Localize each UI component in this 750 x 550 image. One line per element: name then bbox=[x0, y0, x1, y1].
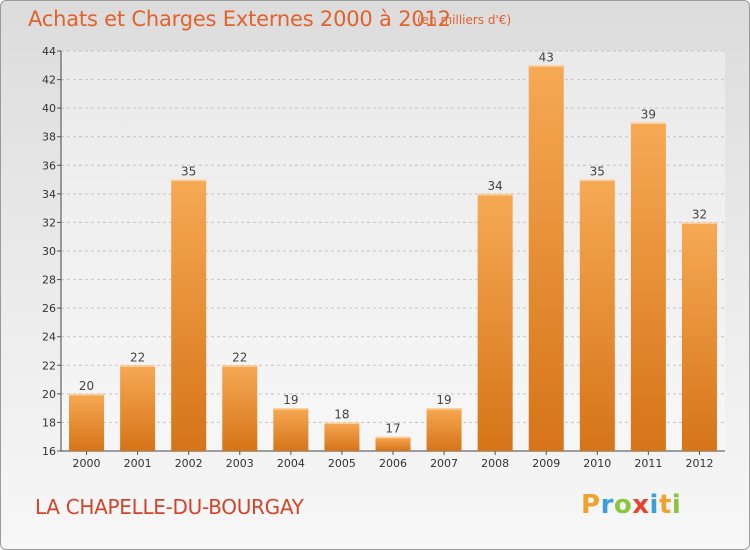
y-tick-label: 42 bbox=[42, 74, 56, 87]
data-label: 35 bbox=[590, 165, 605, 179]
x-tick-label: 2002 bbox=[175, 457, 203, 470]
bar-highlight bbox=[69, 393, 105, 396]
chart-subtitle: (en milliers d'€) bbox=[417, 13, 512, 27]
x-tick-label: 2010 bbox=[583, 457, 611, 470]
data-label: 20 bbox=[79, 379, 94, 393]
bar-highlight bbox=[477, 193, 513, 196]
x-tick-label: 2006 bbox=[379, 457, 407, 470]
x-tick-label: 2004 bbox=[277, 457, 305, 470]
x-tick-label: 2000 bbox=[73, 457, 101, 470]
x-tick-label: 2001 bbox=[124, 457, 152, 470]
bar bbox=[528, 65, 564, 452]
data-label: 17 bbox=[385, 422, 400, 436]
proxiti-logo: Proxiti bbox=[581, 490, 682, 520]
data-label: 18 bbox=[334, 407, 349, 421]
y-tick-label: 40 bbox=[42, 102, 56, 115]
y-tick-label: 28 bbox=[42, 274, 56, 287]
y-tick-label: 22 bbox=[42, 359, 56, 372]
commune-name: LA CHAPELLE-DU-BOURGAY bbox=[35, 495, 304, 519]
data-label: 22 bbox=[232, 350, 247, 364]
bar-highlight bbox=[375, 436, 411, 439]
bar bbox=[426, 408, 462, 451]
bar bbox=[171, 179, 207, 452]
x-tick-label: 2009 bbox=[532, 457, 560, 470]
bar bbox=[120, 365, 156, 451]
y-tick-label: 24 bbox=[42, 331, 56, 344]
bar-highlight bbox=[171, 179, 207, 182]
bar bbox=[579, 179, 615, 452]
bar bbox=[273, 408, 309, 451]
y-tick-label: 38 bbox=[42, 131, 56, 144]
x-tick-label: 2007 bbox=[430, 457, 458, 470]
chart-title: Achats et Charges Externes 2000 à 2012 bbox=[28, 7, 451, 31]
y-tick-label: 18 bbox=[42, 416, 56, 429]
bar-highlight bbox=[681, 222, 717, 224]
bar-highlight bbox=[324, 422, 360, 424]
bar-highlight bbox=[528, 65, 564, 67]
data-label: 19 bbox=[436, 393, 451, 407]
bar-highlight bbox=[630, 122, 666, 124]
y-tick-label: 34 bbox=[42, 188, 56, 201]
bar-highlight bbox=[222, 365, 258, 367]
x-tick-label: 2005 bbox=[328, 457, 356, 470]
x-tick-label: 2008 bbox=[481, 457, 509, 470]
y-tick-label: 32 bbox=[42, 216, 56, 229]
data-label: 43 bbox=[539, 50, 554, 64]
bar bbox=[375, 436, 411, 451]
data-label: 19 bbox=[283, 393, 298, 407]
x-tick-label: 2003 bbox=[226, 457, 254, 470]
y-tick-label: 26 bbox=[42, 302, 56, 315]
y-tick-label: 16 bbox=[42, 445, 56, 458]
data-label: 35 bbox=[181, 165, 196, 179]
bar bbox=[69, 393, 105, 451]
bar bbox=[630, 122, 666, 451]
bar-highlight bbox=[120, 365, 156, 367]
bar-highlight bbox=[579, 179, 615, 182]
bar bbox=[324, 422, 360, 451]
data-label: 32 bbox=[692, 207, 707, 221]
y-tick-label: 36 bbox=[42, 159, 56, 172]
bar bbox=[477, 193, 513, 451]
bar bbox=[681, 222, 717, 451]
x-tick-label: 2012 bbox=[685, 457, 713, 470]
y-tick-label: 30 bbox=[42, 245, 56, 258]
bar bbox=[222, 365, 258, 451]
data-label: 34 bbox=[488, 179, 503, 193]
y-tick-label: 44 bbox=[42, 45, 56, 58]
data-label: 22 bbox=[130, 350, 145, 364]
x-tick-label: 2011 bbox=[634, 457, 662, 470]
bar-highlight bbox=[273, 408, 309, 410]
data-label: 39 bbox=[641, 107, 656, 121]
bar-highlight bbox=[426, 408, 462, 410]
y-tick-label: 20 bbox=[42, 388, 56, 401]
